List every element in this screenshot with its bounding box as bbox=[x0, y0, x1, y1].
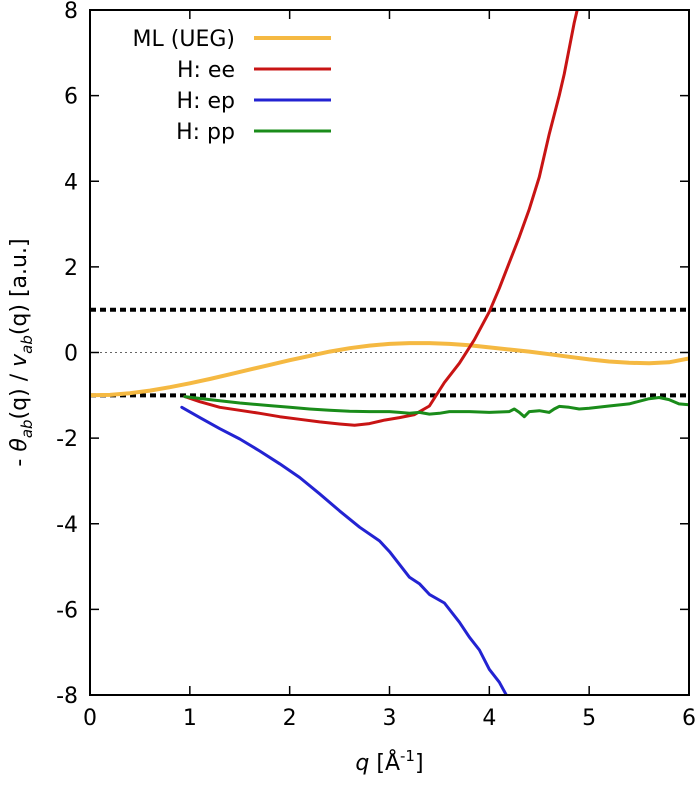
x-axis-variable: q bbox=[355, 751, 369, 776]
legend: ML (UEG) H: ee H: ep H: pp bbox=[133, 27, 331, 145]
series-line-2 bbox=[180, 405, 508, 695]
y-tick-label: 0 bbox=[64, 342, 78, 367]
series-lines bbox=[90, 10, 689, 695]
y-tick-label: 4 bbox=[64, 170, 78, 195]
y-axis-denominator: v bbox=[7, 353, 32, 367]
y-tick-label: 8 bbox=[64, 0, 78, 24]
x-tick-label: 5 bbox=[582, 706, 596, 731]
x-tick-label: 6 bbox=[682, 706, 696, 731]
x-axis-unit: [Å bbox=[369, 749, 400, 776]
y-tick-label: -2 bbox=[56, 427, 78, 452]
x-tick-label: 3 bbox=[383, 706, 397, 731]
tick-labels: 0 1 2 3 4 5 6 -8 -6 -4 -2 0 2 4 6 8 bbox=[56, 0, 696, 731]
x-axis-unit-close: ] bbox=[415, 751, 424, 776]
series-line-0 bbox=[90, 341, 689, 398]
y-axis-prefix: - bbox=[7, 452, 32, 467]
y-tick-label: -6 bbox=[56, 598, 78, 623]
x-tick-label: 0 bbox=[83, 706, 97, 731]
x-axis-unit-exponent: -1 bbox=[400, 747, 415, 765]
x-axis-label: q [Å-1] bbox=[355, 747, 423, 776]
reference-lines bbox=[90, 307, 689, 398]
y-axis-separator: / bbox=[7, 367, 32, 388]
x-tick-label: 2 bbox=[283, 706, 297, 731]
legend-label-1: H: ee bbox=[177, 58, 235, 83]
y-axis-numerator-arg: (q) bbox=[7, 388, 32, 419]
series-line-3 bbox=[183, 395, 689, 419]
y-tick-label: -8 bbox=[56, 684, 78, 709]
x-tick-label: 4 bbox=[482, 706, 496, 731]
ticks bbox=[89, 9, 690, 696]
y-axis-label: - θab(q) / vab(q) [a.u.] bbox=[7, 238, 36, 466]
y-axis-numerator: θ bbox=[7, 438, 32, 452]
x-tick-label: 1 bbox=[183, 706, 197, 731]
series-line-1 bbox=[183, 10, 579, 427]
legend-label-2: H: ep bbox=[177, 89, 235, 114]
y-axis-denominator-arg: (q) bbox=[7, 304, 32, 335]
y-tick-label: 2 bbox=[64, 256, 78, 281]
y-axis-numerator-sub: ab bbox=[18, 419, 36, 438]
y-axis-denominator-sub: ab bbox=[18, 335, 36, 354]
y-tick-label: -4 bbox=[56, 513, 78, 538]
legend-label-0: ML (UEG) bbox=[133, 27, 235, 52]
y-axis-unit: [a.u.] bbox=[7, 238, 32, 304]
y-tick-label: 6 bbox=[64, 85, 78, 110]
legend-label-3: H: pp bbox=[176, 120, 235, 145]
